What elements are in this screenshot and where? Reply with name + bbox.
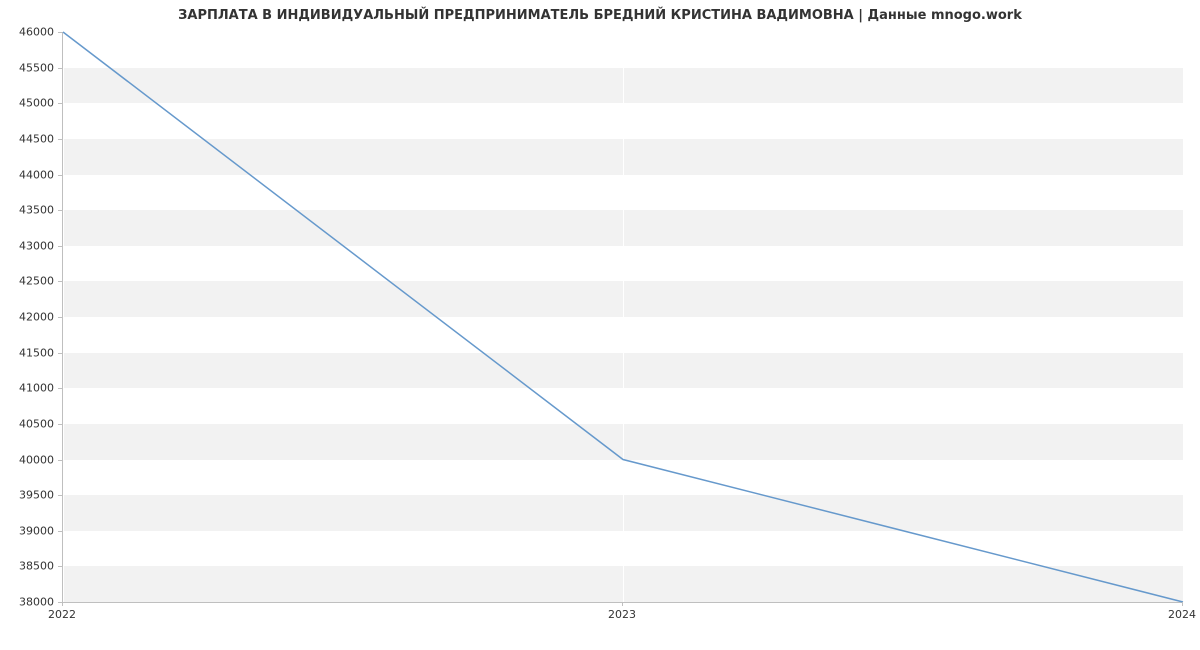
y-tick-mark [58,460,62,461]
y-tick-label: 44000 [19,168,54,181]
y-tick-label: 38500 [19,560,54,573]
y-tick-label: 44500 [19,132,54,145]
line-series-layer [63,32,1183,602]
y-tick-mark [58,210,62,211]
y-tick-label: 43000 [19,239,54,252]
y-tick-mark [58,32,62,33]
y-tick-mark [58,495,62,496]
y-tick-label: 39000 [19,524,54,537]
chart-title: ЗАРПЛАТА В ИНДИВИДУАЛЬНЫЙ ПРЕДПРИНИМАТЕЛ… [0,8,1200,23]
y-tick-mark [58,424,62,425]
plot-area [62,32,1183,603]
y-tick-mark [58,139,62,140]
y-tick-mark [58,175,62,176]
salary-line-chart: ЗАРПЛАТА В ИНДИВИДУАЛЬНЫЙ ПРЕДПРИНИМАТЕЛ… [0,0,1200,650]
y-tick-label: 42000 [19,311,54,324]
grid-line [1183,32,1184,602]
y-tick-label: 39500 [19,489,54,502]
series-line-salary [63,32,1183,602]
y-tick-mark [58,246,62,247]
y-tick-mark [58,317,62,318]
y-tick-mark [58,68,62,69]
y-tick-label: 45500 [19,61,54,74]
x-tick-mark [62,602,63,606]
y-tick-label: 40500 [19,417,54,430]
y-tick-label: 42500 [19,275,54,288]
x-tick-mark [1182,602,1183,606]
y-tick-label: 41500 [19,346,54,359]
x-tick-mark [622,602,623,606]
y-tick-label: 45000 [19,97,54,110]
x-tick-label: 2023 [608,608,636,621]
x-tick-label: 2022 [48,608,76,621]
y-tick-label: 43500 [19,204,54,217]
y-tick-mark [58,353,62,354]
y-tick-mark [58,566,62,567]
y-tick-mark [58,281,62,282]
y-tick-label: 46000 [19,26,54,39]
y-tick-mark [58,531,62,532]
y-tick-label: 41000 [19,382,54,395]
y-tick-mark [58,388,62,389]
y-tick-mark [58,103,62,104]
y-tick-label: 38000 [19,596,54,609]
y-tick-label: 40000 [19,453,54,466]
x-tick-label: 2024 [1168,608,1196,621]
